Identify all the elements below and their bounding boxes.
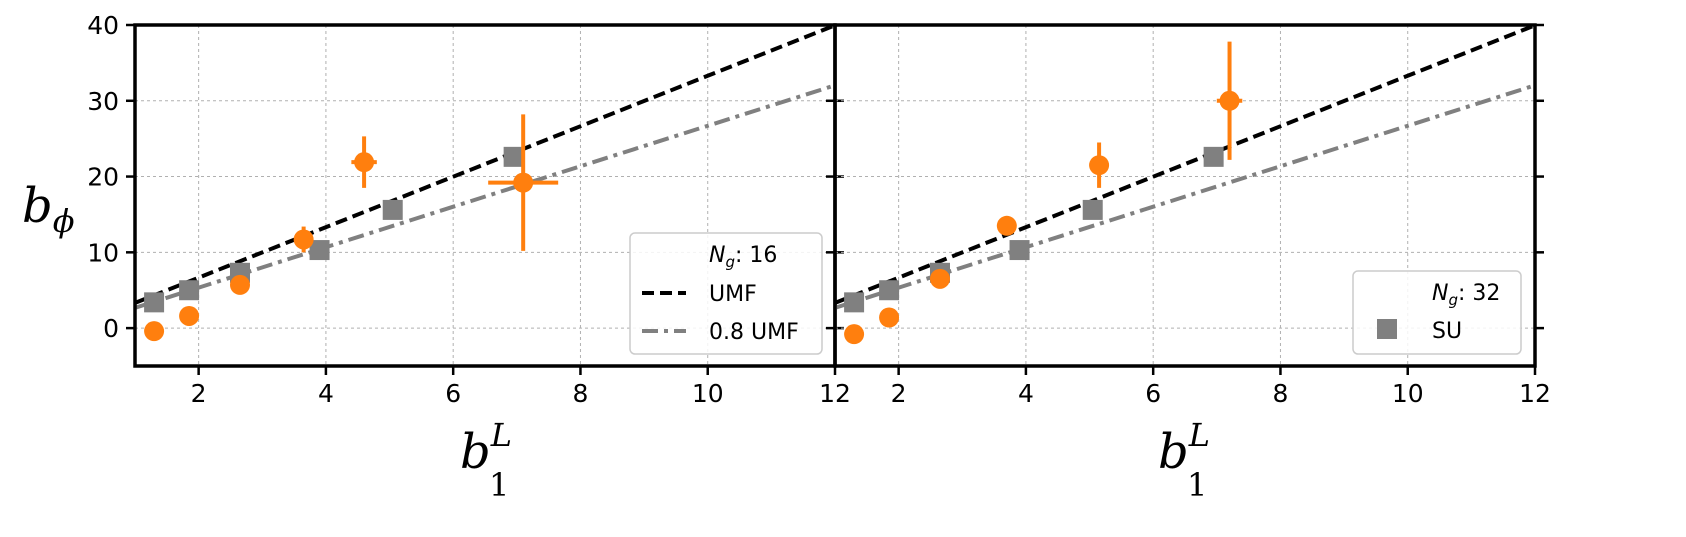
right-circle-point-2 xyxy=(879,307,900,328)
left-legend-title-sub: g xyxy=(725,253,735,271)
right-square-point-5 xyxy=(1082,199,1103,220)
right-square-point-1 xyxy=(844,292,865,313)
left-square-point-6 xyxy=(503,146,524,167)
right-legend-su-label: SU xyxy=(1432,319,1462,344)
right-legend: Ng: 32 SU xyxy=(1352,270,1522,355)
y-axis-label-sub: ϕ xyxy=(53,202,75,240)
left-circle-point-5 xyxy=(354,152,375,173)
left-circle-point-4 xyxy=(293,229,314,250)
left-legend-title-main: N xyxy=(709,243,725,268)
right-circle-point-3 xyxy=(930,268,950,289)
right-circle-point-6 xyxy=(1219,90,1240,111)
x-axis-label-left: bL 1 xyxy=(460,416,512,504)
left-legend-title-rest: : 16 xyxy=(735,243,777,268)
left-ytick-label-30: 30 xyxy=(87,87,119,116)
left-reference-lines xyxy=(135,25,835,310)
left-legend-title: Ng: 16 xyxy=(709,243,777,271)
x-axis-label-right-main: b xyxy=(1158,424,1189,480)
left-square-point-1 xyxy=(144,292,165,313)
right-xtick-label-2: 2 xyxy=(891,379,907,408)
left-circle-point-3 xyxy=(230,274,250,295)
left-line-08umf xyxy=(135,83,835,310)
right-square-point-2 xyxy=(879,280,900,301)
right-square-point-6 xyxy=(1203,146,1224,167)
right-xtick-label-6: 6 xyxy=(1145,379,1161,408)
left-xtick-label-12: 12 xyxy=(819,379,851,408)
left-xtick-label-2: 2 xyxy=(191,379,207,408)
x-axis-label-left-sub: 1 xyxy=(489,466,509,504)
y-axis-label: bϕ xyxy=(22,178,75,240)
x-axis-label-right: bL 1 xyxy=(1158,416,1210,504)
right-circle-point-5 xyxy=(1089,155,1110,176)
left-ytick-label-0: 0 xyxy=(103,314,119,343)
right-legend-title-rest: : 32 xyxy=(1458,281,1500,306)
right-xtick-label-8: 8 xyxy=(1273,379,1289,408)
left-legend: Ng: 16 UMF 0.8 UMF xyxy=(629,232,823,355)
left-ytick-label-20: 20 xyxy=(87,163,119,192)
left-data-points xyxy=(144,114,559,342)
right-legend-su-swatch xyxy=(1377,319,1397,339)
left-ytick-label-40: 40 xyxy=(87,11,119,40)
left-panel: 2 4 6 8 10 12 0 10 20 30 40 xyxy=(87,11,851,408)
left-circle-point-2 xyxy=(179,305,200,326)
right-legend-title-sub: g xyxy=(1448,291,1458,309)
right-axes-frame xyxy=(833,23,1537,368)
left-square-point-5 xyxy=(382,199,403,220)
left-legend-umf-label: UMF xyxy=(709,282,757,307)
right-panel: 2 4 6 8 10 12 xyxy=(826,23,1551,408)
x-axis-label-right-sup: L xyxy=(1188,416,1210,454)
right-xtick-label-4: 4 xyxy=(1018,379,1034,408)
right-circle-point-1 xyxy=(844,324,865,345)
y-axis-label-main: b xyxy=(22,178,53,234)
left-xtick-label-10: 10 xyxy=(692,379,724,408)
left-gridlines xyxy=(135,25,835,366)
right-reference-lines xyxy=(835,25,1535,310)
left-legend-08umf-label: 0.8 UMF xyxy=(709,320,799,345)
left-ytick-label-10: 10 xyxy=(87,238,119,267)
right-xtick-label-10: 10 xyxy=(1392,379,1424,408)
right-legend-title-main: N xyxy=(1432,281,1448,306)
right-xtick-label-12: 12 xyxy=(1519,379,1551,408)
left-xtick-label-6: 6 xyxy=(445,379,461,408)
right-data-points xyxy=(844,41,1243,345)
right-legend-title: Ng: 32 xyxy=(1432,281,1500,309)
x-axis-label-right-sub: 1 xyxy=(1187,466,1207,504)
x-axis-label-left-main: b xyxy=(460,424,491,480)
left-legend-box xyxy=(629,232,823,355)
left-square-point-2 xyxy=(179,280,200,301)
right-line-umf xyxy=(835,25,1535,305)
right-square-point-4 xyxy=(1009,240,1030,261)
left-circle-point-6 xyxy=(513,172,534,193)
left-xtick-label-8: 8 xyxy=(573,379,589,408)
left-square-point-4 xyxy=(309,240,330,261)
left-circle-point-1 xyxy=(144,321,165,342)
left-xtick-label-4: 4 xyxy=(318,379,334,408)
x-axis-label-left-sup: L xyxy=(490,416,512,454)
right-line-08umf xyxy=(835,83,1535,310)
right-circle-point-4 xyxy=(996,215,1017,236)
